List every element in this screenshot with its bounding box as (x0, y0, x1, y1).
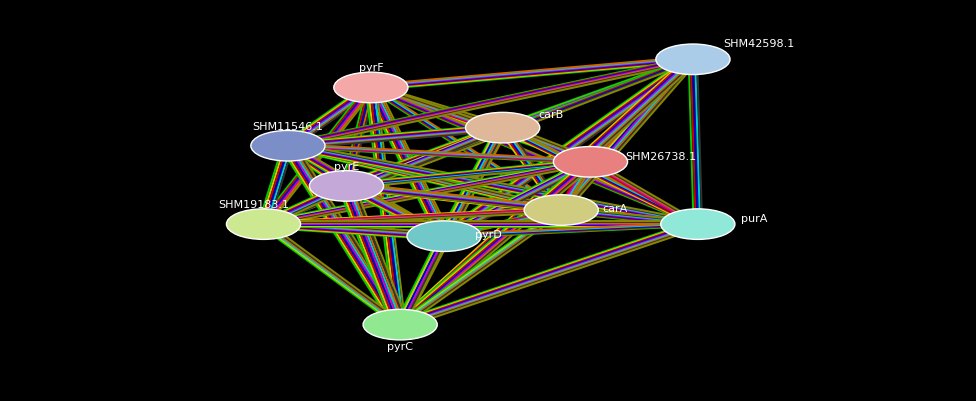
Circle shape (553, 147, 628, 178)
Text: pyrD: pyrD (474, 230, 502, 239)
Circle shape (226, 209, 301, 240)
Text: SHM42598.1: SHM42598.1 (723, 39, 795, 49)
Circle shape (251, 131, 325, 162)
Circle shape (309, 171, 384, 202)
Text: SHM19183.1: SHM19183.1 (219, 200, 289, 209)
Text: pyrF: pyrF (358, 63, 384, 72)
Circle shape (334, 73, 408, 103)
Text: SHM26738.1: SHM26738.1 (626, 152, 696, 161)
Text: carB: carB (539, 109, 564, 119)
Circle shape (661, 209, 735, 240)
Text: pyrC: pyrC (387, 341, 413, 350)
Circle shape (466, 113, 540, 144)
Circle shape (524, 195, 598, 226)
Text: SHM11546.1: SHM11546.1 (253, 122, 323, 131)
Circle shape (656, 45, 730, 75)
Circle shape (407, 221, 481, 252)
Text: pyrE: pyrE (334, 162, 359, 171)
Text: carA: carA (602, 204, 628, 213)
Circle shape (363, 310, 437, 340)
Text: purA: purA (741, 214, 768, 223)
